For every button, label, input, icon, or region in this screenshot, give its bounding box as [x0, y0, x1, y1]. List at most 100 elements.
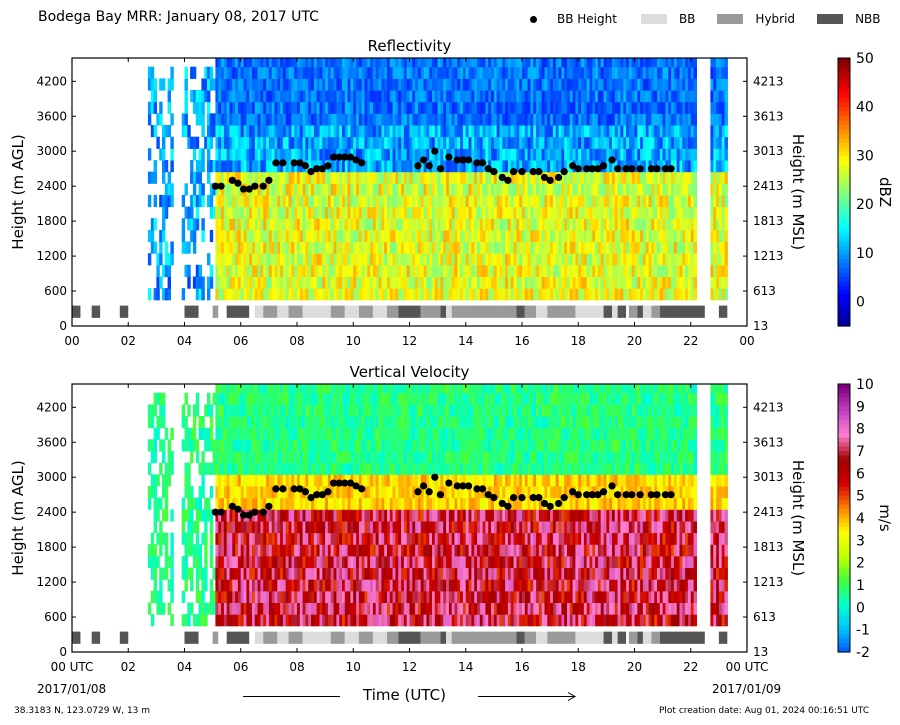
heatmap-cell: [282, 66, 287, 79]
heatmap-cell: [724, 90, 728, 103]
heatmap-cell: [654, 218, 658, 231]
heatmap-cell: [550, 125, 554, 138]
heatmap-cell: [387, 90, 391, 103]
heatmap-cell: [246, 544, 250, 557]
heatmap-cell: [662, 148, 667, 161]
heatmap-cell: [679, 206, 683, 219]
heatmap-cell: [311, 288, 315, 301]
heatmap-cell: [249, 194, 253, 208]
heatmap-cell: [488, 229, 492, 243]
heatmap-cell: [443, 218, 447, 231]
heatmap-cell: [254, 602, 259, 615]
heatmap-cell: [426, 276, 430, 289]
heatmap-cell: [451, 288, 456, 301]
heatmap-cell: [718, 160, 723, 173]
heatmap-cell: [271, 229, 276, 243]
heatmap-cell: [412, 264, 416, 277]
heatmap-cell: [192, 90, 197, 103]
heatmap-cell: [387, 229, 391, 243]
heatmap-cell: [232, 532, 236, 545]
heatmap-cell: [263, 66, 267, 79]
heatmap-cell: [232, 567, 236, 580]
heatmap-cell: [268, 194, 273, 208]
heatmap-cell: [184, 486, 188, 499]
heatmap-cell: [516, 136, 520, 149]
heatmap-cell: [277, 509, 281, 522]
heatmap-cell: [215, 427, 219, 440]
heatmap-cell: [392, 136, 397, 149]
heatmap-cell: [462, 78, 467, 91]
heatmap-cell: [336, 90, 340, 103]
heatmap-cell: [181, 218, 186, 231]
heatmap-cell: [313, 288, 318, 301]
heatmap-cell: [184, 90, 188, 103]
heatmap-cell: [181, 614, 186, 627]
heatmap-cell: [724, 125, 728, 138]
heatmap-cell: [229, 486, 233, 499]
heatmap-cell: [268, 462, 273, 475]
heatmap-cell: [423, 253, 428, 266]
heatmap-cell: [465, 253, 470, 266]
heatmap-cell: [327, 253, 332, 266]
heatmap-cell: [156, 474, 160, 487]
heatmap-cell: [505, 253, 509, 266]
heatmap-cell: [567, 90, 571, 103]
heatmap-cell: [325, 264, 329, 277]
heatmap-cell: [533, 136, 537, 149]
colorbar-segment: [838, 125, 850, 131]
heatmap-cell: [645, 206, 650, 219]
heatmap-cell: [693, 90, 698, 103]
heatmap-cell: [482, 218, 487, 231]
heatmap-cell: [569, 194, 574, 208]
heatmap-cell: [291, 113, 295, 126]
heatmap-cell: [642, 90, 647, 103]
heatmap-cell: [280, 462, 284, 475]
heatmap-cell: [184, 241, 188, 254]
heatmap-cell: [327, 241, 332, 254]
heatmap-cell: [252, 614, 256, 627]
heatmap-cell: [631, 206, 636, 219]
heatmap-cell: [274, 264, 278, 277]
heatmap-cell: [378, 160, 383, 173]
heatmap-cell: [356, 66, 360, 79]
heatmap-cell: [403, 113, 408, 126]
heatmap-cell: [327, 276, 332, 289]
heatmap-cell: [285, 276, 290, 289]
heatmap-cell: [305, 136, 309, 149]
heatmap-cell: [659, 276, 664, 289]
heatmap-cell: [330, 206, 335, 219]
bb-height-point: [504, 176, 512, 184]
heatmap-cell: [713, 148, 717, 161]
heatmap-cell: [395, 58, 399, 68]
heatmap-cell: [617, 218, 622, 231]
heatmap-cell: [710, 229, 714, 243]
heatmap-cell: [299, 136, 304, 149]
heatmap-cell: [626, 264, 630, 277]
colorbar-segment: [838, 272, 850, 278]
heatmap-cell: [462, 90, 467, 103]
heatmap-cell: [237, 194, 242, 208]
heatmap-cell: [263, 171, 267, 184]
bb-height-point: [313, 165, 321, 173]
colorbar-segment: [838, 214, 850, 220]
heatmap-cell: [513, 264, 518, 277]
heatmap-cell: [710, 171, 714, 184]
heatmap-cell: [263, 474, 267, 487]
x-tick-label: 16: [514, 334, 529, 348]
heatmap-cell: [536, 218, 540, 231]
heatmap-cell: [507, 113, 512, 126]
heatmap-cell: [485, 183, 489, 196]
heatmap-cell: [420, 218, 425, 231]
heatmap-cell: [308, 171, 312, 184]
heatmap-cell: [595, 136, 599, 149]
heatmap-cell: [358, 288, 363, 301]
heatmap-cell: [468, 160, 473, 173]
heatmap-cell: [597, 125, 602, 138]
heatmap-cell: [218, 288, 222, 301]
heatmap-cell: [634, 183, 638, 196]
heatmap-cell: [569, 90, 574, 103]
heatmap-cell: [387, 194, 391, 208]
heatmap-cell: [156, 590, 160, 603]
heatmap-cell: [271, 171, 276, 184]
heatmap-cell: [471, 66, 475, 79]
